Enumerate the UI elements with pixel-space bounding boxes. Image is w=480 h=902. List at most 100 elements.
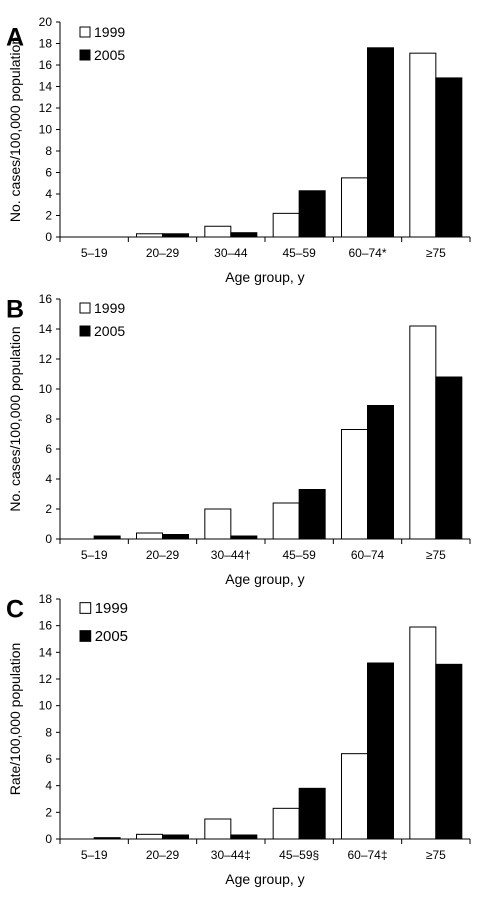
panel-c-x-tick-label: 20–29 bbox=[146, 848, 180, 862]
panel-a-bar-2005 bbox=[230, 232, 258, 238]
panel-c-y-tick-label: 8 bbox=[45, 725, 52, 739]
panel-b-x-tick-label: ≥75 bbox=[426, 548, 446, 562]
panel-a-legend-label-2005: 2005 bbox=[94, 47, 125, 63]
panel-c-bar-2005 bbox=[93, 837, 121, 840]
panel-c-y-tick-label: 2 bbox=[45, 805, 52, 819]
panel-b-legend-swatch-1999 bbox=[79, 302, 91, 314]
panel-b-legend-swatch-2005 bbox=[79, 325, 91, 337]
panel-b-x-tick-label: 60–74 bbox=[351, 548, 385, 562]
panel-a-bar-2005 bbox=[298, 190, 326, 238]
panel-b-x-tick-label: 5–19 bbox=[81, 548, 108, 562]
panel-b-legend-label-1999: 1999 bbox=[94, 300, 125, 316]
panel-c-bar-2005 bbox=[230, 834, 258, 840]
panel-b-bar-2005 bbox=[367, 405, 394, 540]
panel-c-bar-2005 bbox=[298, 787, 326, 840]
panel-a-y-tick-label: 0 bbox=[45, 230, 52, 244]
panel-b-bar-1999 bbox=[341, 429, 368, 540]
panel-b-y-tick-label: 16 bbox=[39, 292, 53, 306]
panel-b-x-axis-title: Age group, y bbox=[225, 571, 304, 587]
panel-c-legend-swatch-2005 bbox=[79, 630, 92, 642]
panel-a-bar-2005 bbox=[367, 47, 394, 238]
panel-c-y-tick-label: 10 bbox=[39, 699, 53, 713]
panel-a-y-tick-label: 12 bbox=[39, 101, 53, 115]
panel-a-x-tick-label: 20–29 bbox=[146, 246, 180, 260]
panel-c-bar-1999 bbox=[204, 818, 232, 840]
panel-c-x-tick-label: 5–19 bbox=[81, 848, 108, 862]
panel-b-y-tick-label: 12 bbox=[39, 352, 53, 366]
panel-b-bar-1999 bbox=[204, 508, 232, 540]
panel-c-bar-2005 bbox=[435, 663, 463, 840]
panel-a-legend-label-1999: 1999 bbox=[94, 24, 125, 40]
panel-a-bar-1999 bbox=[341, 177, 368, 238]
panel-a-x-tick-label: 60–74* bbox=[348, 246, 386, 260]
panel-b-legend-label-2005: 2005 bbox=[94, 323, 125, 339]
panel-b-y-tick-label: 10 bbox=[39, 382, 53, 396]
panel-c-x-tick-label: ≥75 bbox=[426, 848, 446, 862]
panel-a-bar-1999 bbox=[272, 212, 300, 238]
panel-c-bar-1999 bbox=[136, 833, 163, 840]
panel-c-x-tick-label: 30–44‡ bbox=[211, 848, 251, 862]
panel-c-bar-1999 bbox=[409, 626, 437, 840]
panel-a-letter: A bbox=[6, 24, 24, 52]
panel-b-letter: B bbox=[6, 296, 24, 324]
panel-a-legend-swatch-2005 bbox=[79, 49, 91, 61]
panel-c-legend-label-2005: 2005 bbox=[95, 628, 128, 645]
panel-a-y-tick-label: 4 bbox=[45, 187, 52, 201]
panel-b-x-tick-label: 20–29 bbox=[146, 548, 180, 562]
panel-b-y-tick-label: 8 bbox=[45, 412, 52, 426]
panel-a-y-tick-label: 18 bbox=[39, 37, 53, 51]
panel-b-x-tick-label: 30–44† bbox=[211, 548, 251, 562]
panel-c-legend-label-1999: 1999 bbox=[95, 600, 128, 617]
panel-a-x-tick-label: 45–59 bbox=[282, 246, 316, 260]
panel-b-bar-1999 bbox=[136, 532, 163, 540]
panel-c-bar-1999 bbox=[272, 807, 300, 840]
panel-a-bar-1999 bbox=[204, 225, 232, 238]
panel-b-bar-2005 bbox=[93, 535, 121, 540]
panel-b-y-tick-label: 4 bbox=[45, 472, 52, 486]
panel-c-y-tick-label: 18 bbox=[39, 592, 53, 606]
panel-b-bar-1999 bbox=[272, 502, 300, 540]
panel-c-y-tick-label: 14 bbox=[39, 645, 53, 659]
panel-a-y-tick-label: 8 bbox=[45, 144, 52, 158]
panel-a-legend-swatch-1999 bbox=[79, 26, 91, 38]
panel-a-bar-1999 bbox=[409, 52, 437, 238]
panel-a-y-tick-label: 20 bbox=[39, 15, 53, 29]
panel-c-bar-2005 bbox=[367, 662, 394, 840]
panel-a-y-tick-label: 6 bbox=[45, 166, 52, 180]
panel-b-bar-2005 bbox=[435, 376, 463, 540]
panel-a-bar-2005 bbox=[162, 233, 189, 238]
panel-c-y-tick-label: 16 bbox=[39, 619, 53, 633]
panel-a-y-tick-label: 2 bbox=[45, 209, 52, 223]
panel-a-bar-1999 bbox=[136, 233, 163, 238]
panel-b-bar-2005 bbox=[230, 535, 258, 540]
panel-c-y-tick-label: 4 bbox=[45, 779, 52, 793]
panel-b-x-tick-label: 45–59 bbox=[282, 548, 316, 562]
panel-a-y-tick-label: 16 bbox=[39, 58, 53, 72]
panel-c-x-tick-label: 60–74‡ bbox=[347, 848, 387, 862]
panel-c-y-tick-label: 12 bbox=[39, 672, 53, 686]
panel-a-x-tick-label: 30–44 bbox=[214, 246, 248, 260]
panel-b-y-tick-label: 14 bbox=[39, 322, 53, 336]
panel-a-bar-2005 bbox=[435, 77, 463, 238]
panel-c-x-axis-title: Age group, y bbox=[225, 871, 304, 887]
panel-a-x-axis-title: Age group, y bbox=[225, 269, 304, 285]
panel-a-y-axis-title: No. cases/100,000 population bbox=[7, 37, 23, 222]
panel-b-y-tick-label: 2 bbox=[45, 502, 52, 516]
panel-b-y-tick-label: 6 bbox=[45, 442, 52, 456]
panel-a-y-tick-label: 10 bbox=[39, 123, 53, 137]
panel-b-bar-2005 bbox=[298, 489, 326, 540]
panel-a-x-tick-label: 5–19 bbox=[81, 246, 108, 260]
panel-c-bar-2005 bbox=[162, 834, 189, 840]
panel-c-y-tick-label: 0 bbox=[45, 832, 52, 846]
panel-c-letter: C bbox=[6, 596, 24, 624]
panel-b-bar-2005 bbox=[162, 534, 189, 540]
panel-a-y-tick-label: 14 bbox=[39, 80, 53, 94]
panel-b-y-axis-title: No. cases/100,000 population bbox=[7, 326, 23, 511]
panel-c-y-tick-label: 6 bbox=[45, 752, 52, 766]
panel-c-bar-1999 bbox=[341, 753, 368, 840]
panel-a-x-tick-label: ≥75 bbox=[426, 246, 446, 260]
panel-c-x-tick-label: 45–59§ bbox=[279, 848, 319, 862]
panel-c-y-axis-title: Rate/100,000 population bbox=[7, 643, 23, 796]
panel-b-bar-1999 bbox=[409, 325, 437, 540]
